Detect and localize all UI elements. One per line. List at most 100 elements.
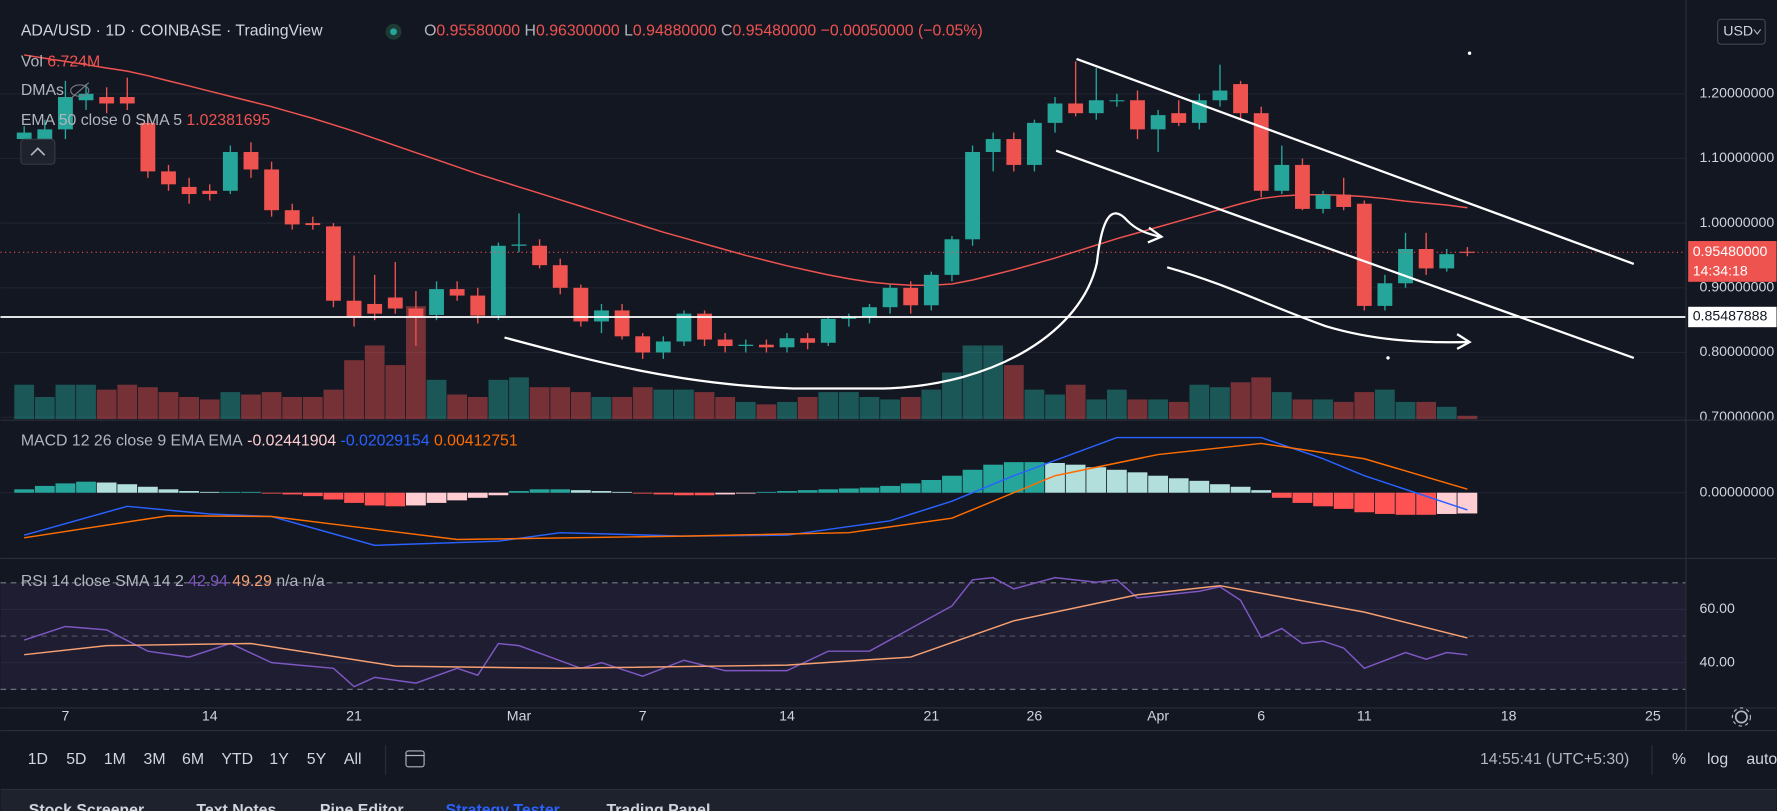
scale-option[interactable]: % — [1672, 751, 1686, 768]
panel-tab[interactable]: Strategy Tester — [446, 802, 560, 811]
candle-body — [1439, 254, 1455, 269]
histogram-bar — [1148, 475, 1169, 493]
volume-bar — [983, 345, 1004, 420]
range-button[interactable]: 1D — [28, 751, 48, 768]
volume-bar — [96, 389, 117, 420]
panel-tab[interactable]: Pine Editor — [320, 802, 404, 811]
clock: 14:55:41 (UTC+5:30) — [1480, 751, 1629, 768]
rsi-title: RSI 14 close SMA 14 2 — [21, 573, 184, 590]
panel-tab[interactable]: Trading Panel — [606, 802, 710, 811]
histogram-bar — [838, 488, 859, 493]
candle-body — [222, 151, 238, 191]
histogram-bar — [1251, 490, 1272, 493]
histogram-bar — [76, 481, 96, 493]
volume-bar — [14, 384, 35, 420]
histogram-bar — [942, 475, 962, 493]
candle-body — [1274, 164, 1290, 191]
candle-body — [779, 338, 795, 348]
range-button[interactable]: 6M — [182, 751, 204, 768]
scale-option[interactable]: auto — [1746, 751, 1777, 768]
x-tick-label: 21 — [923, 708, 939, 724]
range-button[interactable]: 1Y — [269, 751, 289, 768]
volume-bar — [1210, 387, 1230, 420]
eye-off-icon[interactable] — [70, 82, 90, 99]
histogram-bar — [797, 490, 818, 493]
candle-body — [1356, 203, 1372, 306]
candle-body — [367, 303, 383, 314]
panel-tab[interactable]: Stock Screener — [29, 802, 144, 811]
histogram-bar — [282, 492, 303, 495]
volume-bar — [179, 397, 200, 420]
down-arrow — [1166, 266, 1468, 344]
panel-tab[interactable]: Text Notes — [196, 802, 276, 811]
range-button[interactable]: All — [344, 751, 362, 768]
candle-body — [1171, 113, 1187, 123]
dmas-legend: DMAs — [21, 82, 64, 99]
candle-body — [1109, 100, 1125, 102]
volume-bar — [942, 372, 962, 420]
x-tick-label: 11 — [1357, 708, 1372, 724]
candle-body — [1336, 194, 1352, 207]
market-status-dot — [390, 28, 397, 36]
histogram-bar — [1003, 462, 1024, 493]
histogram-bar — [632, 492, 653, 494]
volume-bar — [1416, 401, 1437, 420]
gear-teeth — [1731, 707, 1752, 727]
c-label: C — [721, 23, 732, 40]
candle-body — [57, 97, 73, 130]
histogram-bar — [1313, 492, 1333, 507]
histogram-bar — [880, 485, 900, 493]
histogram-bar — [426, 492, 447, 503]
candle-body — [1233, 84, 1249, 114]
h-value: 0.96300000 — [536, 23, 620, 40]
histogram-bar — [529, 489, 550, 493]
collapse-button[interactable] — [20, 138, 56, 165]
volume-bar — [1457, 415, 1478, 420]
x-tick-label: Apr — [1147, 708, 1169, 724]
histogram-bar — [34, 485, 55, 493]
volume-bar — [1148, 399, 1169, 420]
candle-body — [181, 186, 197, 195]
histogram-bar — [1189, 480, 1210, 493]
volume-bar — [735, 401, 756, 420]
volume-bar — [653, 389, 674, 420]
volume-bar — [1189, 384, 1210, 420]
candle-body — [387, 297, 403, 309]
tabs: Stock Screener Text Notes Pine Editor Strat… — [29, 802, 711, 811]
candle-body — [1253, 113, 1269, 191]
rsi-sma-value: 49.29 — [232, 573, 272, 590]
settings-icon[interactable] — [1731, 707, 1752, 727]
volume-bar — [1292, 399, 1313, 420]
scale-option[interactable]: log — [1707, 751, 1728, 768]
candle-body — [903, 287, 919, 306]
x-tick-label: 7 — [639, 708, 647, 724]
range-button[interactable]: 3M — [144, 751, 166, 768]
range-button[interactable]: YTD — [221, 751, 253, 768]
candle-body — [490, 245, 506, 316]
date-range-icon[interactable] — [405, 750, 425, 768]
range-button[interactable]: 1M — [104, 751, 126, 768]
volume-bar — [1354, 392, 1375, 420]
candle-body — [284, 210, 300, 225]
o-label: O — [424, 23, 436, 40]
histogram-bar — [1271, 492, 1292, 498]
y-tick-label: 0.70000000 — [1700, 408, 1775, 424]
volume-bar — [76, 384, 96, 420]
histogram-bar — [674, 492, 694, 496]
symbol-legend: ADA/USD · 1D · COINBASE · TradingView — [21, 23, 323, 40]
volume-bar — [529, 387, 550, 420]
x-tick-label: 14 — [779, 708, 795, 724]
currency-select[interactable]: USD — [1717, 18, 1766, 45]
histogram-bar — [591, 491, 612, 493]
range-button[interactable]: 5Y — [307, 751, 327, 768]
candle-body — [1212, 90, 1228, 101]
histogram-bar — [467, 492, 488, 498]
volume-bar — [344, 360, 364, 420]
volume-bar — [1436, 406, 1457, 420]
na: n/a — [276, 573, 298, 590]
hline-tag — [1688, 306, 1777, 328]
candle-body — [1130, 100, 1145, 130]
volume-bar — [137, 387, 158, 420]
range-button[interactable]: 5D — [66, 751, 86, 768]
